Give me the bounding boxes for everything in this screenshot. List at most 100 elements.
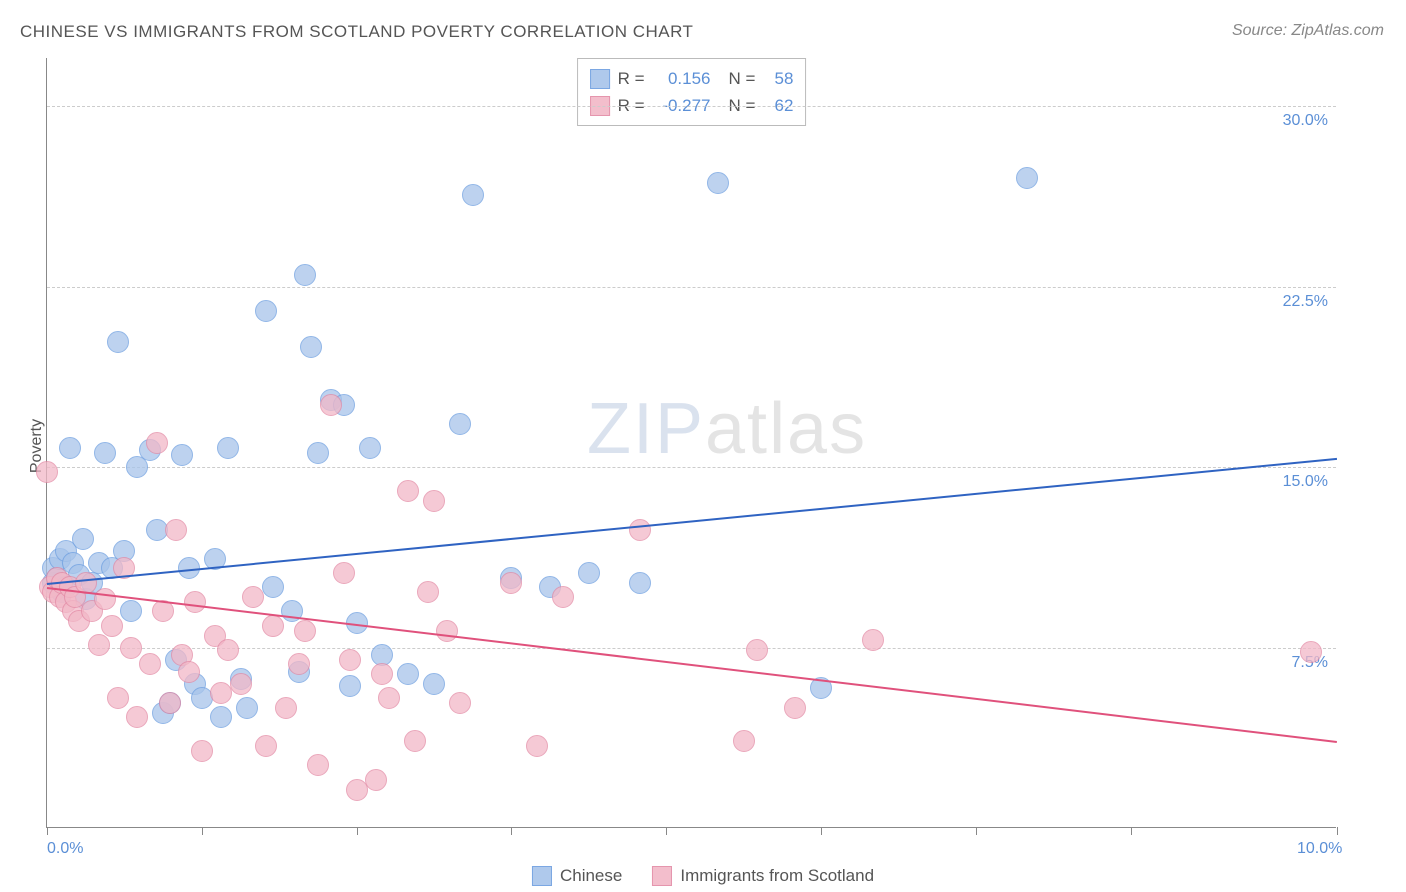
plot-area: ZIPatlas R =0.156N =58R =-0.277N =62 7.5… xyxy=(46,58,1336,828)
r-label: R = xyxy=(618,65,645,92)
data-point xyxy=(107,687,129,709)
data-point xyxy=(159,692,181,714)
data-point xyxy=(294,264,316,286)
data-point xyxy=(255,300,277,322)
data-point xyxy=(230,673,252,695)
data-point xyxy=(707,172,729,194)
data-point xyxy=(126,706,148,728)
data-point xyxy=(255,735,277,757)
legend-swatch xyxy=(532,866,552,886)
data-point xyxy=(217,437,239,459)
data-point xyxy=(449,692,471,714)
data-point xyxy=(526,735,548,757)
r-value: 0.156 xyxy=(653,65,711,92)
n-label: N = xyxy=(729,65,756,92)
watermark: ZIPatlas xyxy=(587,388,867,470)
data-point xyxy=(552,586,574,608)
data-point xyxy=(397,663,419,685)
legend-swatch xyxy=(652,866,672,886)
data-point xyxy=(320,394,342,416)
legend-row: R = 0.156 N = 58 xyxy=(590,65,794,92)
trend-line xyxy=(47,457,1337,584)
gridline xyxy=(47,287,1336,288)
data-point xyxy=(59,437,81,459)
data-point xyxy=(378,687,400,709)
data-point xyxy=(236,697,258,719)
data-point xyxy=(404,730,426,752)
x-tick-label: 0.0% xyxy=(47,840,83,858)
data-point xyxy=(746,639,768,661)
data-point xyxy=(262,576,284,598)
data-point xyxy=(371,663,393,685)
legend-item: Immigrants from Scotland xyxy=(652,866,874,886)
chart-title: CHINESE VS IMMIGRANTS FROM SCOTLAND POVE… xyxy=(20,22,693,42)
source-attribution: Source: ZipAtlas.com xyxy=(1232,22,1384,40)
data-point xyxy=(733,730,755,752)
data-point xyxy=(275,697,297,719)
data-point xyxy=(217,639,239,661)
data-point xyxy=(462,184,484,206)
data-point xyxy=(36,461,58,483)
data-point xyxy=(449,413,471,435)
data-point xyxy=(165,519,187,541)
gridline xyxy=(47,106,1336,107)
data-point xyxy=(1016,167,1038,189)
data-point xyxy=(862,629,884,651)
x-tick xyxy=(666,827,667,835)
data-point xyxy=(120,600,142,622)
data-point xyxy=(139,653,161,675)
data-point xyxy=(94,442,116,464)
x-tick xyxy=(1131,827,1132,835)
x-tick xyxy=(1337,827,1338,835)
data-point xyxy=(120,637,142,659)
y-tick-label: 22.5% xyxy=(1283,293,1328,311)
data-point xyxy=(423,490,445,512)
data-point xyxy=(629,519,651,541)
x-tick xyxy=(976,827,977,835)
trend-line xyxy=(47,587,1337,743)
legend-label: Immigrants from Scotland xyxy=(680,866,874,886)
x-tick xyxy=(202,827,203,835)
data-point xyxy=(94,588,116,610)
data-point xyxy=(436,620,458,642)
data-point xyxy=(1300,641,1322,663)
data-point xyxy=(784,697,806,719)
data-point xyxy=(307,754,329,776)
y-tick-label: 30.0% xyxy=(1283,112,1328,130)
data-point xyxy=(178,661,200,683)
series-legend: Chinese Immigrants from Scotland xyxy=(532,866,874,886)
data-point xyxy=(578,562,600,584)
x-tick-label: 10.0% xyxy=(1297,840,1342,858)
data-point xyxy=(365,769,387,791)
data-point xyxy=(210,706,232,728)
data-point xyxy=(423,673,445,695)
data-point xyxy=(191,740,213,762)
gridline xyxy=(47,467,1336,468)
legend-item: Chinese xyxy=(532,866,622,886)
data-point xyxy=(339,675,361,697)
x-tick xyxy=(821,827,822,835)
n-value: 58 xyxy=(763,65,793,92)
data-point xyxy=(72,528,94,550)
x-tick xyxy=(511,827,512,835)
legend-label: Chinese xyxy=(560,866,622,886)
data-point xyxy=(333,562,355,584)
data-point xyxy=(146,432,168,454)
data-point xyxy=(339,649,361,671)
data-point xyxy=(101,615,123,637)
data-point xyxy=(171,444,193,466)
correlation-legend: R =0.156N =58R =-0.277N =62 xyxy=(577,58,807,126)
x-tick xyxy=(47,827,48,835)
data-point xyxy=(359,437,381,459)
watermark-atlas: atlas xyxy=(705,389,867,469)
data-point xyxy=(397,480,419,502)
y-tick-label: 15.0% xyxy=(1283,473,1328,491)
data-point xyxy=(629,572,651,594)
data-point xyxy=(242,586,264,608)
data-point xyxy=(300,336,322,358)
gridline xyxy=(47,648,1336,649)
data-point xyxy=(107,331,129,353)
x-tick xyxy=(357,827,358,835)
data-point xyxy=(184,591,206,613)
data-point xyxy=(262,615,284,637)
